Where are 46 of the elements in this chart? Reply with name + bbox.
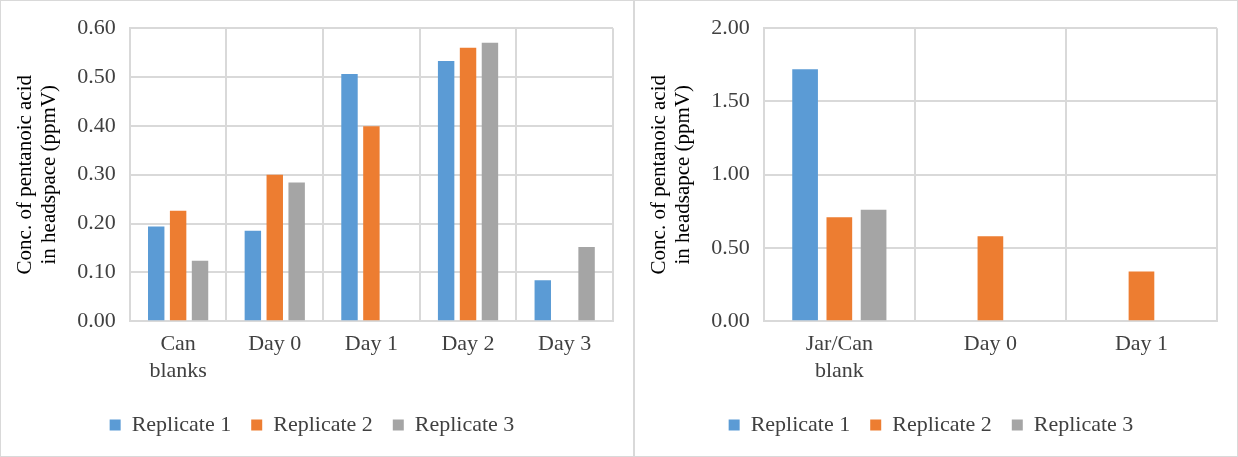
y-tick-label: 0.40 bbox=[77, 111, 116, 137]
bar bbox=[860, 209, 887, 321]
y-tick-label: 0.30 bbox=[77, 160, 116, 186]
x-tick-label: Day 0 bbox=[248, 330, 302, 356]
bar bbox=[534, 280, 551, 321]
bar bbox=[437, 60, 455, 321]
y-tick-label: 1.00 bbox=[711, 160, 750, 186]
bar bbox=[288, 182, 305, 321]
y-tick-label: 1.50 bbox=[711, 87, 750, 113]
x-tick-label: Can blanks bbox=[149, 330, 207, 382]
y-tick-label: 0.50 bbox=[711, 233, 750, 259]
x-tick-label: Day 2 bbox=[441, 330, 495, 356]
y-tick-label: 2.00 bbox=[711, 13, 750, 39]
x-tick-label: Day 3 bbox=[538, 330, 592, 356]
y-axis-title: Conc. of pentanoic acid in headsapce (ppmV) bbox=[645, 74, 694, 275]
bar bbox=[363, 126, 380, 321]
bar bbox=[191, 260, 209, 321]
bar bbox=[578, 246, 595, 321]
x-tick-label: Jar/Can blank bbox=[805, 330, 873, 382]
legend-label: Replicate 1 bbox=[750, 410, 851, 436]
bar bbox=[341, 74, 358, 321]
legend-label: Replicate 2 bbox=[273, 410, 373, 436]
bar bbox=[977, 236, 1004, 321]
legend-label: Replicate 3 bbox=[414, 410, 515, 436]
y-axis-title: Conc. of pentanoic acid in headspace (ppmV) bbox=[11, 74, 60, 275]
x-tick-label: Day 1 bbox=[344, 330, 398, 356]
bar bbox=[1128, 271, 1155, 321]
bar bbox=[481, 42, 499, 321]
bar bbox=[244, 230, 262, 321]
bar bbox=[169, 210, 187, 321]
y-tick-label: 0.10 bbox=[77, 258, 116, 284]
x-tick-label: Day 1 bbox=[1114, 330, 1169, 356]
legend-label: Replicate 1 bbox=[131, 410, 232, 436]
legend-label: Replicate 3 bbox=[1033, 410, 1134, 436]
y-tick-label: 0.00 bbox=[77, 306, 116, 332]
bar bbox=[826, 217, 853, 321]
y-tick-label: 0.50 bbox=[77, 62, 116, 88]
y-tick-label: 0.00 bbox=[711, 306, 750, 332]
x-tick-label: Day 0 bbox=[963, 330, 1017, 356]
y-tick-label: 0.60 bbox=[77, 13, 116, 39]
bar bbox=[459, 47, 477, 321]
bar bbox=[792, 69, 818, 321]
legend-label: Replicate 2 bbox=[892, 410, 992, 436]
bar bbox=[148, 226, 165, 321]
y-tick-label: 0.20 bbox=[77, 209, 116, 235]
bar bbox=[266, 174, 283, 321]
